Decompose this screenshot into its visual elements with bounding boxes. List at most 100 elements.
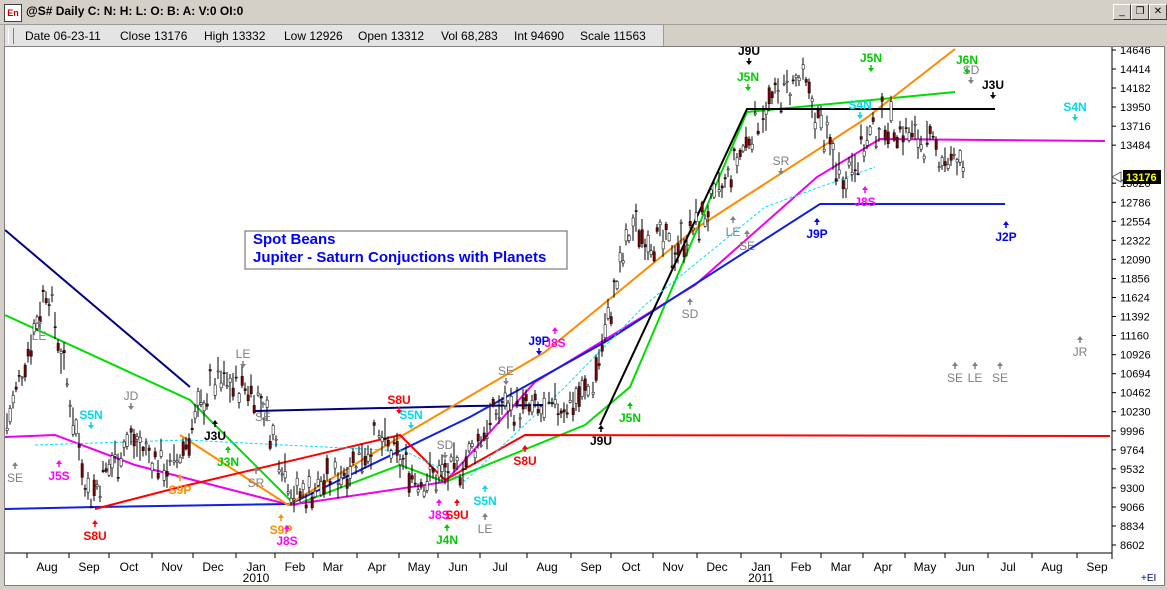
astro-label: J3N (217, 455, 239, 469)
y-tick-label: 10694 (1120, 369, 1151, 381)
chart-title-box: Spot Beans Jupiter - Saturn Conjuctions … (244, 230, 568, 270)
astro-label: J5N (737, 70, 759, 84)
chart-area[interactable]: SE LE J5S S5N S8U JD S9P J3U J3N LE SE SR S9P J8S S8U S… (4, 46, 1165, 586)
price-bar-body (422, 490, 426, 497)
price-bar-body (113, 454, 117, 457)
price-bar-body (500, 401, 504, 403)
astro-label: SD (437, 438, 454, 452)
price-bar-body (360, 470, 364, 473)
astro-marker: JD (124, 389, 139, 410)
toolbar-grip-icon[interactable] (8, 28, 14, 44)
astro-label: SE (498, 364, 514, 378)
price-bar-body (673, 252, 677, 255)
price-bar-body (452, 463, 456, 469)
astro-label: J3U (204, 429, 226, 443)
price-bar-body (256, 392, 260, 396)
minimize-icon[interactable]: _ (1113, 4, 1131, 20)
navy-trendline-2 (254, 404, 546, 412)
price-bar-body (234, 376, 238, 379)
price-bar-body (156, 472, 160, 479)
price-bar-body (804, 79, 808, 83)
price-bar-body (813, 122, 817, 130)
price-bar-body (779, 110, 783, 113)
price-bar-body (767, 87, 771, 105)
price-bar-body (175, 460, 179, 463)
price-bar-body (612, 280, 616, 283)
price-bar-body (47, 304, 51, 306)
astro-label: J4N (436, 533, 458, 547)
price-bar-body (597, 363, 601, 366)
orange-conjunction-line (179, 48, 956, 507)
price-bar-body (286, 491, 290, 494)
info-scale: Scale 11563 (580, 29, 646, 43)
arrow-up-icon (627, 402, 633, 406)
x-tick-label: Dec (706, 560, 727, 574)
x-tick-label: Sep (78, 560, 100, 574)
price-bar-body (819, 115, 823, 129)
price-bar-body (41, 289, 45, 292)
astro-marker: S4N (848, 98, 872, 119)
price-chart[interactable]: SELEJ5SS5NS8UJDS9PJ3UJ3NLESESRS9PJ8SS8US… (5, 47, 1164, 585)
astro-label: JR (1073, 345, 1088, 359)
price-bar-body (943, 161, 947, 166)
astro-label: LE (236, 347, 251, 361)
app-icon[interactable]: En (4, 4, 22, 22)
price-bar-body (655, 227, 659, 232)
price-bar-body (354, 466, 358, 469)
price-bar-body (667, 233, 671, 242)
price-bar-body (440, 464, 444, 472)
price-bar-body (940, 157, 944, 166)
price-bar-body (205, 403, 209, 407)
y-tick-label: 10462 (1120, 388, 1151, 400)
price-bar-body (401, 457, 405, 460)
arrow-down-icon (1072, 117, 1078, 121)
astro-marker: SE (7, 462, 23, 485)
astro-marker: SE (739, 230, 755, 253)
astro-label: S4N (848, 98, 871, 112)
price-bar-body (685, 244, 689, 247)
price-bar-body (571, 407, 575, 415)
price-bar-body (292, 498, 296, 501)
astro-label: SE (739, 239, 755, 253)
price-bar-body (129, 428, 133, 433)
astro-label: J6N (956, 53, 978, 67)
price-bar-body (615, 281, 619, 289)
price-bar-body (240, 376, 244, 386)
price-bar-body (119, 458, 123, 467)
astro-marker: S5N (473, 485, 497, 508)
arrow-down-icon (396, 410, 402, 414)
astro-marker: SE (255, 401, 271, 424)
price-bar-body (339, 477, 343, 485)
price-bar-body (925, 142, 929, 145)
price-bar-body (600, 344, 604, 352)
price-bar-body (550, 402, 554, 405)
astro-label: S5N (473, 494, 496, 508)
price-bar-body (646, 235, 650, 253)
astro-label: S8U (83, 529, 106, 543)
price-bar-body (280, 473, 284, 476)
price-bar-body (594, 357, 598, 381)
price-bar-body (107, 463, 111, 476)
price-bar-body (304, 504, 308, 509)
price-bar-body (741, 145, 745, 152)
price-bar-body (712, 183, 716, 198)
restore-icon[interactable]: ❐ (1131, 4, 1149, 20)
price-bar-body (494, 413, 498, 415)
price-bar-body (32, 323, 36, 333)
astro-label: J3U (982, 78, 1004, 92)
price-bar-body (428, 466, 432, 470)
red-conjunction-line (94, 433, 1111, 510)
close-icon[interactable]: ✕ (1149, 4, 1167, 20)
price-bar-body (868, 126, 872, 135)
price-bar-body (98, 496, 102, 498)
price-bar-body (565, 412, 569, 415)
price-bar-body (277, 469, 281, 473)
window-title: @S# Daily C: N: H: L: O: B: A: V:0 OI:0 (26, 4, 244, 18)
price-bar-body (222, 372, 226, 374)
arrow-up-icon (225, 446, 231, 450)
y-tick-label: 14646 (1120, 47, 1151, 57)
arrow-up-icon (253, 467, 259, 471)
price-bar-body (443, 463, 447, 468)
arrow-up-icon (522, 445, 528, 449)
price-bar-body (637, 230, 641, 248)
